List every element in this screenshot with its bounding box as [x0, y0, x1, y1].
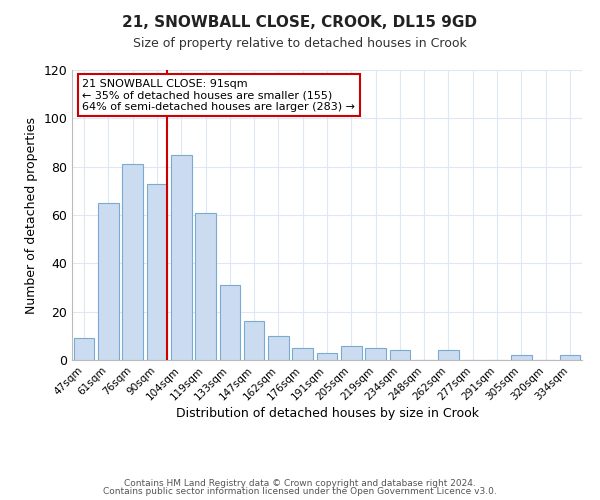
Bar — [560, 355, 580, 360]
Bar — [317, 353, 337, 360]
Bar — [122, 164, 143, 360]
Bar — [365, 348, 386, 360]
Bar — [341, 346, 362, 360]
Bar — [195, 212, 216, 360]
Bar — [268, 336, 289, 360]
X-axis label: Distribution of detached houses by size in Crook: Distribution of detached houses by size … — [176, 408, 479, 420]
Bar — [98, 203, 119, 360]
Bar — [389, 350, 410, 360]
Bar — [171, 154, 191, 360]
Bar — [244, 322, 265, 360]
Text: Contains public sector information licensed under the Open Government Licence v3: Contains public sector information licen… — [103, 487, 497, 496]
Bar — [292, 348, 313, 360]
Bar — [146, 184, 167, 360]
Bar — [511, 355, 532, 360]
Y-axis label: Number of detached properties: Number of detached properties — [25, 116, 38, 314]
Text: Contains HM Land Registry data © Crown copyright and database right 2024.: Contains HM Land Registry data © Crown c… — [124, 478, 476, 488]
Bar — [220, 285, 240, 360]
Text: 21, SNOWBALL CLOSE, CROOK, DL15 9GD: 21, SNOWBALL CLOSE, CROOK, DL15 9GD — [122, 15, 478, 30]
Text: Size of property relative to detached houses in Crook: Size of property relative to detached ho… — [133, 38, 467, 51]
Bar — [438, 350, 459, 360]
Text: 21 SNOWBALL CLOSE: 91sqm
← 35% of detached houses are smaller (155)
64% of semi-: 21 SNOWBALL CLOSE: 91sqm ← 35% of detach… — [82, 78, 355, 112]
Bar — [74, 338, 94, 360]
